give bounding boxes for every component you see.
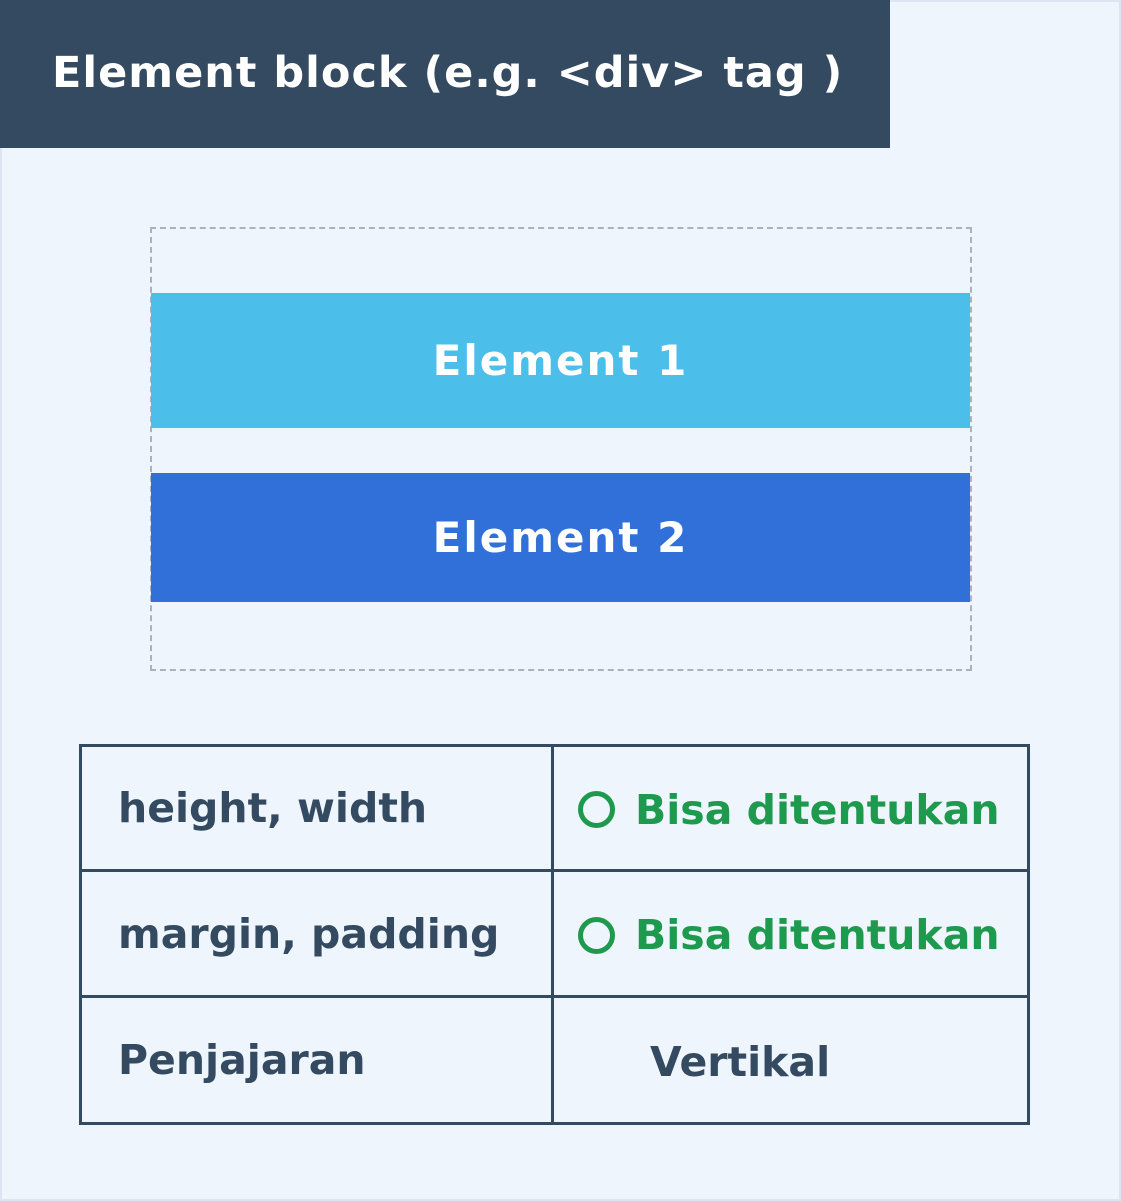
property-cell: Penjajaran	[79, 995, 554, 1125]
value-label: Vertikal	[650, 1037, 831, 1086]
value-label: Bisa ditentukan	[635, 785, 1000, 834]
value-label: Bisa ditentukan	[635, 911, 1000, 959]
value-cell: Bisa ditentukan	[551, 744, 1030, 872]
property-label: height, width	[118, 784, 428, 832]
circle-icon	[578, 791, 615, 828]
circle-icon	[578, 916, 615, 954]
block-element-1-label: Element 1	[432, 336, 689, 385]
table-row: Penjajaran Vertikal	[79, 995, 1030, 1125]
property-label: margin, padding	[118, 909, 500, 958]
property-cell: margin, padding	[79, 869, 554, 998]
table-row: height, width Bisa ditentukan	[79, 744, 1030, 872]
block-element-2: Element 2	[151, 473, 970, 602]
value-cell: Vertikal	[551, 995, 1030, 1125]
parent-container-outline	[150, 227, 972, 671]
table-row: margin, padding Bisa ditentukan	[79, 869, 1030, 998]
block-element-1: Element 1	[151, 293, 970, 428]
properties-table: height, width Bisa ditentukan margin, pa…	[79, 744, 1030, 1125]
property-cell: height, width	[79, 744, 554, 872]
value-cell: Bisa ditentukan	[551, 869, 1030, 998]
header-bar: Element block (e.g. <div> tag )	[0, 0, 890, 148]
property-label: Penjajaran	[118, 1036, 366, 1084]
header-title: Element block (e.g. <div> tag )	[52, 48, 844, 98]
block-element-2-label: Element 2	[432, 513, 689, 562]
